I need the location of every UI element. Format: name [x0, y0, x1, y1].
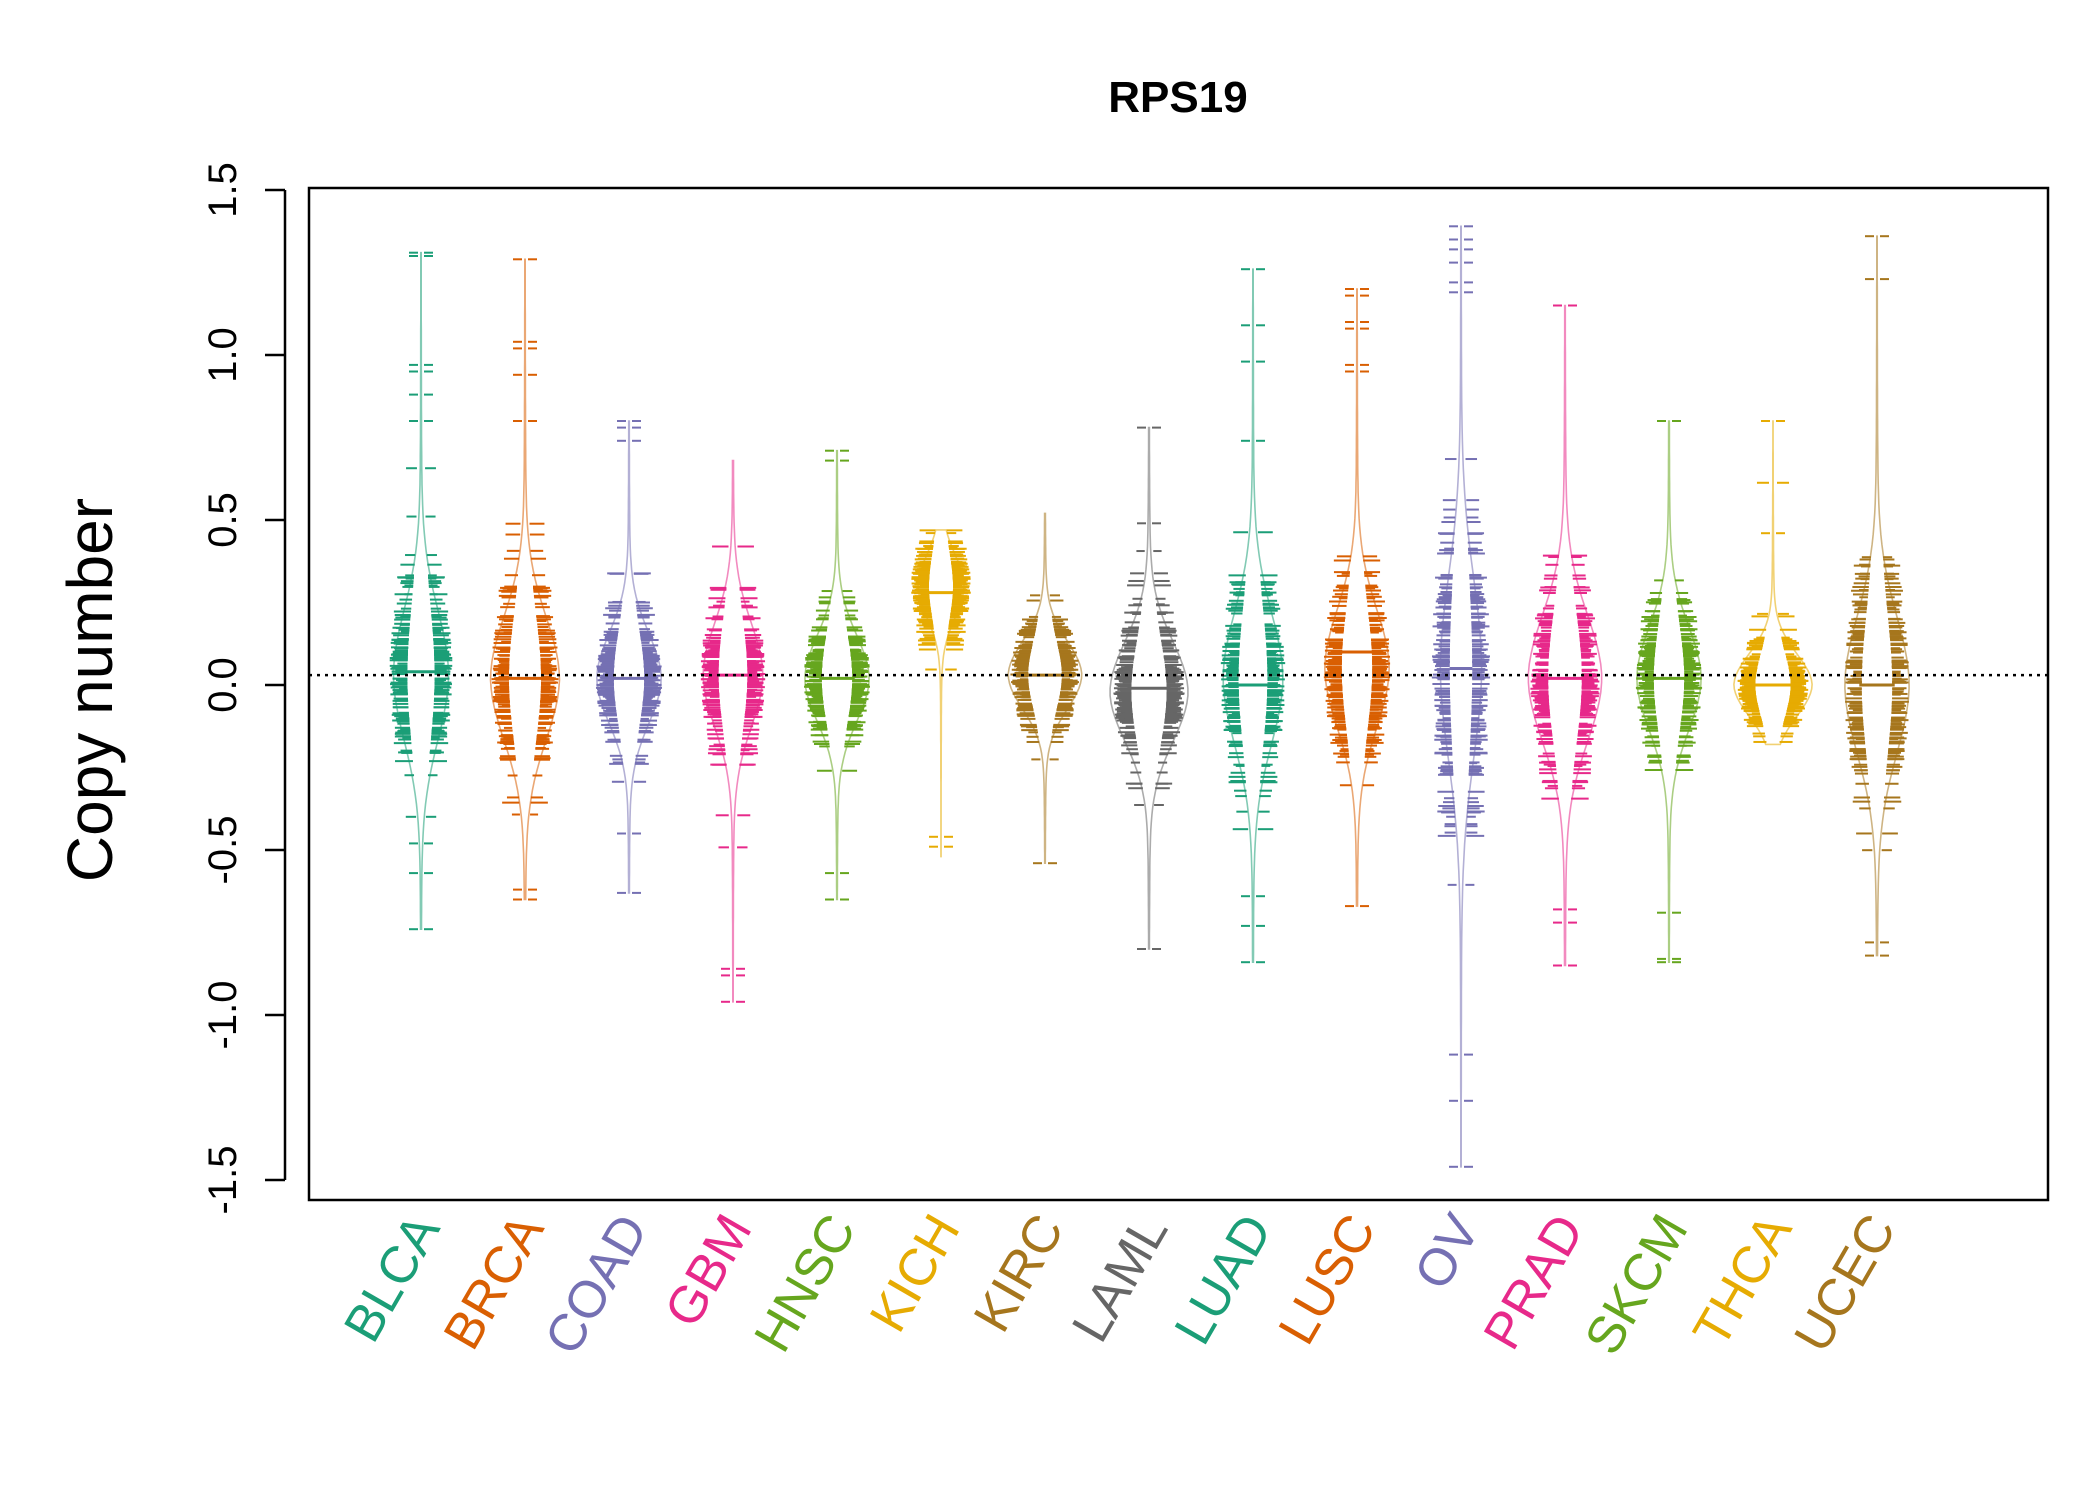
- y-tick-label: 1.0: [201, 327, 245, 383]
- bean-kich: [911, 529, 971, 858]
- bean-luad: [1220, 268, 1286, 964]
- y-tick-label: 0.0: [201, 657, 245, 713]
- plot-frame: [307, 186, 2050, 1202]
- y-tick-label: -1.5: [201, 1146, 245, 1215]
- bean-hnsc: [804, 449, 870, 901]
- y-tick-label: 1.5: [201, 162, 245, 218]
- x-tick-label-ov: OV: [1404, 1205, 1492, 1299]
- bean-kirc: [1007, 512, 1083, 865]
- bean-outline-thca: [1733, 420, 1813, 746]
- y-axis: -1.5 -1.0 -0.5 0.0 0.5 1.0 1.5: [201, 162, 287, 1215]
- bean-coad: [595, 420, 663, 894]
- bean-lusc: [1323, 288, 1391, 908]
- bean-brca: [489, 258, 561, 901]
- y-tick-label: -1.0: [201, 981, 245, 1050]
- bean-ucec: [1844, 235, 1910, 957]
- x-tick-label-kich: KICH: [859, 1205, 971, 1342]
- bean-outline-coad: [595, 420, 663, 894]
- y-axis-label: Copy number: [54, 498, 126, 882]
- bean-skcm: [1635, 420, 1703, 964]
- x-tick-label-kirc: KIRC: [963, 1205, 1075, 1342]
- x-tick-label-coad: COAD: [534, 1205, 659, 1364]
- bean-outline-lusc: [1323, 288, 1391, 907]
- bean-outline-gbm: [702, 459, 764, 1003]
- x-tick-label-laml: LAML: [1061, 1205, 1179, 1352]
- bean-outline-skcm: [1636, 420, 1702, 963]
- bean-outline-laml: [1109, 426, 1189, 950]
- x-tick-label-skcm: SKCM: [1574, 1205, 1699, 1364]
- x-tick-label-hnsc: HNSC: [743, 1205, 867, 1362]
- bean-thca: [1733, 420, 1813, 746]
- bean-prad: [1527, 304, 1603, 967]
- bean-outline-luad: [1222, 268, 1284, 963]
- bean-group: [389, 225, 1910, 1168]
- x-tick-label-gbm: GBM: [654, 1205, 763, 1337]
- bean-outline-prad: [1527, 304, 1603, 967]
- bean-blca: [389, 251, 453, 931]
- x-tick-label-lusc: LUSC: [1268, 1205, 1388, 1354]
- bean-outline-blca: [392, 251, 450, 930]
- bean-outline-ucec: [1844, 235, 1910, 957]
- x-tick-label-luad: LUAD: [1164, 1205, 1284, 1354]
- bean-outline-brca: [489, 258, 561, 901]
- x-tick-label-ucec: UCEC: [1783, 1205, 1907, 1362]
- y-tick-label: 0.5: [201, 492, 245, 548]
- bean-gbm: [700, 459, 766, 1003]
- bean-ov: [1431, 225, 1491, 1168]
- bean-laml: [1109, 426, 1189, 950]
- y-tick-label: -0.5: [201, 816, 245, 885]
- chart-title: RPS19: [1108, 73, 1247, 122]
